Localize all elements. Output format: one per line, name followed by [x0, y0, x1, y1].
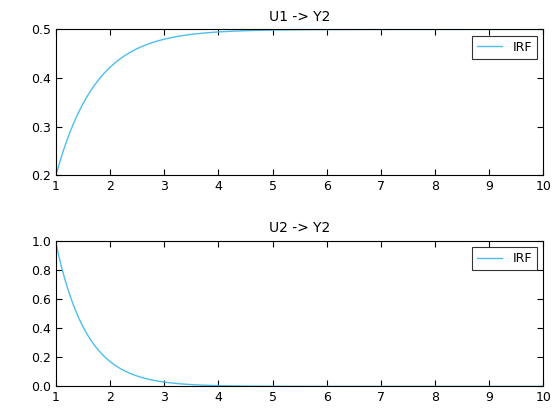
IRF: [343, 384, 349, 389]
IRF: [343, 27, 349, 32]
IRF: [528, 27, 535, 32]
IRF: [287, 384, 293, 389]
IRF: [316, 27, 323, 32]
IRF: [316, 384, 323, 389]
IRF: [53, 241, 59, 246]
Legend: IRF: IRF: [473, 247, 537, 270]
IRF: [284, 27, 291, 32]
Title: U1 -> Y2: U1 -> Y2: [269, 10, 330, 24]
IRF: [528, 384, 535, 389]
Line: IRF: IRF: [56, 244, 543, 386]
Line: IRF: IRF: [56, 29, 543, 175]
Legend: IRF: IRF: [473, 36, 537, 59]
IRF: [540, 27, 547, 32]
IRF: [287, 27, 293, 32]
IRF: [53, 173, 59, 178]
IRF: [540, 384, 547, 389]
IRF: [452, 27, 459, 32]
Title: U2 -> Y2: U2 -> Y2: [269, 221, 330, 235]
IRF: [452, 384, 459, 389]
IRF: [284, 384, 291, 389]
